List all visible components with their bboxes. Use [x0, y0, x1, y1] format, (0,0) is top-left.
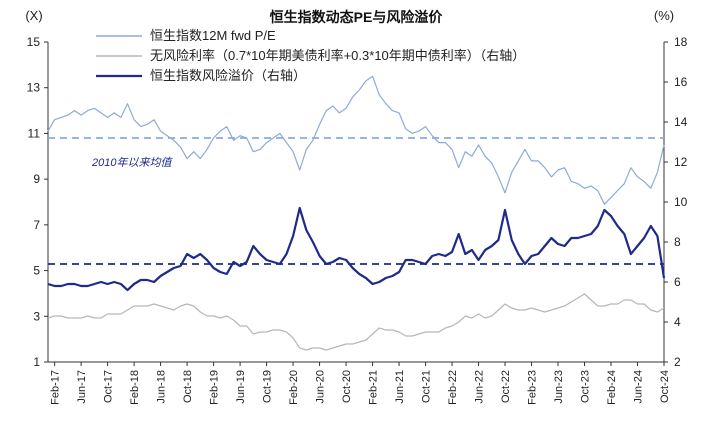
x-tick-label: Oct-19 — [262, 370, 274, 403]
left-tick-label: 7 — [33, 218, 40, 232]
series-lines — [47, 75, 666, 351]
x-tick-label: Oct-23 — [580, 370, 592, 403]
left-tick-label: 9 — [33, 172, 40, 186]
x-tick-label: Jun-22 — [474, 370, 486, 404]
right-tick-label: 18 — [674, 35, 688, 49]
legend-label: 无风险利率（0.7*10年期美债利率+0.3*10年期中债利率）（右轴） — [150, 48, 525, 63]
x-tick-label: Jun-21 — [394, 370, 406, 404]
series-line-1 — [47, 293, 665, 351]
right-tick-label: 4 — [674, 315, 681, 329]
left-tick-label: 5 — [33, 264, 40, 278]
chart-title: 恒生指数动态PE与风险溢价 — [270, 9, 444, 25]
x-tick-label: Feb-17 — [50, 370, 62, 405]
right-tick-label: 2 — [674, 355, 681, 369]
x-tick-label: Jun-19 — [235, 370, 247, 404]
x-tick-label: Jun-23 — [553, 370, 565, 404]
series-line-0 — [47, 75, 665, 205]
right-tick-label: 6 — [674, 275, 681, 289]
x-tick-label: Feb-22 — [447, 370, 459, 405]
x-tick-label: Oct-20 — [341, 370, 353, 403]
right-tick-label: 8 — [674, 235, 681, 249]
x-tick-label: Feb-21 — [368, 370, 380, 405]
x-tick-label: Oct-21 — [421, 370, 433, 403]
right-tick-label: 12 — [674, 155, 688, 169]
right-tick-label: 14 — [674, 115, 688, 129]
x-tick-label: Feb-24 — [606, 370, 618, 405]
legend-label: 恒生指数风险溢价（右轴） — [150, 68, 306, 83]
x-tick-label: Oct-24 — [659, 370, 671, 403]
legend: 恒生指数12M fwd P/E 无风险利率（0.7*10年期美债利率+0.3*10… — [96, 28, 525, 83]
x-tick-label: Jun-20 — [315, 370, 327, 404]
left-tick-label: 13 — [27, 81, 41, 95]
x-tick-label: Feb-18 — [129, 370, 141, 405]
legend-label: 恒生指数12M fwd P/E — [150, 28, 276, 43]
x-tick-label: Oct-22 — [500, 370, 512, 403]
x-tick-label: Jun-24 — [633, 370, 645, 404]
mean-annotation: 2010年以来均值 — [91, 156, 173, 169]
x-tick-label: Jun-18 — [156, 370, 168, 404]
series-line-2 — [47, 206, 666, 292]
x-tick-label: Feb-20 — [288, 370, 300, 405]
right-axis-unit: (%) — [654, 8, 674, 23]
right-tick-label: 10 — [674, 195, 688, 209]
x-tick-label: Jun-17 — [76, 370, 88, 404]
x-tick-label: Feb-23 — [527, 370, 539, 405]
reference-lines — [48, 137, 664, 265]
right-tick-label: 16 — [674, 75, 688, 89]
left-tick-label: 11 — [28, 126, 41, 140]
x-tick-label: Oct-17 — [103, 370, 115, 403]
left-tick-label: 3 — [33, 309, 40, 323]
left-tick-label: 1 — [33, 355, 40, 369]
left-axis-unit: (X) — [25, 8, 42, 23]
x-tick-label: Oct-18 — [182, 370, 194, 403]
left-tick-label: 15 — [27, 35, 41, 49]
x-tick-label: Feb-19 — [209, 370, 221, 405]
